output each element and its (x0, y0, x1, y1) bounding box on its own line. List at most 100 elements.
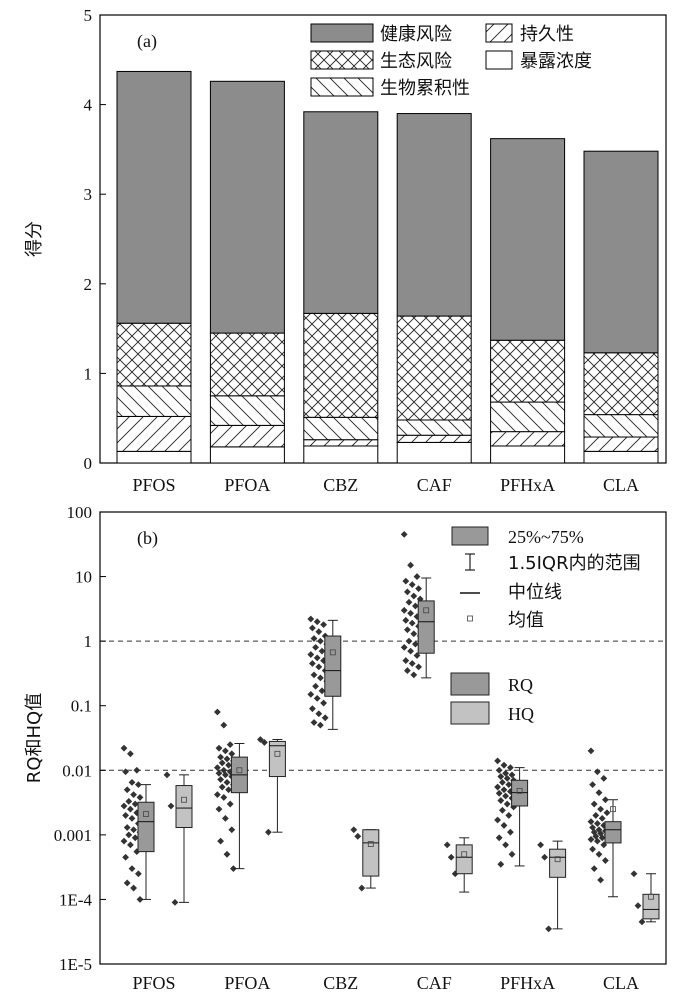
hq-pfhxa-box (549, 848, 567, 878)
bar-cla-white (583, 450, 659, 464)
panel-a-label: (a) (137, 31, 157, 52)
rq-pfos-point (120, 837, 128, 845)
rq-pfoa-point (215, 805, 223, 813)
rq-pfos-point (127, 750, 134, 758)
rq-caf-point (402, 616, 410, 624)
rq-cla-point (598, 834, 606, 842)
rq-pfhxa-point (495, 834, 503, 842)
hq-cbz-box (362, 829, 380, 877)
rq-cbz-point (310, 719, 318, 726)
rq-cbz-point (312, 644, 319, 651)
legend-label: RQ (508, 675, 533, 695)
panel-a-bars (116, 70, 659, 464)
rq-pfoa-point (230, 865, 237, 873)
rq-pfoa-point (222, 814, 229, 822)
hq-cbz-point (358, 884, 366, 892)
hq-pfhxa-point (537, 841, 544, 849)
rq-pfhxa-point (508, 771, 516, 779)
rq-caf-point (410, 592, 418, 600)
panel-b-x-tick-label: CAF (417, 973, 452, 993)
rq-pfos-point (125, 797, 133, 805)
legend-label: 中位线 (508, 582, 562, 603)
rq-caf-mean (423, 607, 430, 614)
hq-caf-point (443, 841, 451, 849)
rq-caf-point (412, 640, 419, 648)
rq-pfos-point (133, 766, 141, 774)
rq-pfos-point (135, 870, 142, 878)
rq-caf-point (400, 606, 408, 614)
rq-cla-point (587, 836, 595, 843)
legend-swatch-fdiag (485, 23, 513, 43)
panel-b-x-tick-label: PFOA (224, 973, 270, 993)
rq-cla-point (595, 850, 603, 858)
bar-pfhxa-cross (490, 339, 566, 403)
legend-rq-swatch (450, 672, 490, 696)
rq-cla-point (597, 876, 604, 884)
bar-pfos-bdiag (116, 385, 192, 417)
hq-pfhxa-point (541, 853, 548, 861)
rq-pfoa-point (228, 750, 236, 758)
rq-caf-point (407, 647, 414, 655)
bar-caf-bdiag (396, 419, 472, 436)
rq-cla-point (602, 796, 609, 804)
rq-pfoa-mean (236, 767, 243, 774)
rq-pfoa-point (214, 764, 221, 772)
panel-a-y-tick-label: 5 (84, 6, 93, 25)
rq-pfhxa-point (497, 773, 505, 780)
rq-cla-point (594, 820, 601, 827)
rq-pfhxa-point (499, 806, 506, 814)
rq-cla-point (603, 809, 611, 817)
hq-pfoa-mean (274, 750, 281, 757)
hq-cbz-point (350, 826, 358, 834)
rq-pfoa-point (214, 708, 221, 716)
hq-caf-mean (461, 851, 468, 858)
rq-pfhxa-point (497, 860, 505, 868)
rq-pfhxa-point (494, 816, 501, 824)
bar-pfoa-fdiag (209, 424, 285, 448)
panel-b-x-tick-label: PFHxA (500, 973, 555, 993)
panel-b-y-tick-label: 0.01 (62, 761, 92, 780)
rq-caf-point (415, 663, 422, 671)
rq-pfoa-point (226, 741, 234, 748)
bar-pfoa-cross (209, 332, 285, 397)
bar-caf-cross (396, 315, 472, 421)
rq-caf-point (413, 573, 421, 580)
rq-pfoa-point (217, 753, 224, 761)
legend-swatch-white (485, 50, 513, 70)
rq-cbz-point (315, 710, 323, 718)
rq-caf-point (402, 577, 410, 585)
legend-swatch-cross (310, 50, 374, 70)
rq-cbz-point (315, 628, 323, 636)
rq-cla-point (597, 805, 604, 813)
legend-label: 均值 (508, 610, 544, 631)
rq-cbz-point (317, 721, 324, 729)
bar-cla-gray (583, 150, 659, 354)
rq-pfos-point (130, 884, 137, 892)
rq-pfoa-point (228, 826, 236, 834)
panel-b-box-plot: (b) RQ和HQ值 1E-5 1E-4 0.001 0.01 0.1 1 10 100 PF… (24, 503, 667, 993)
rq-cbz-point (309, 624, 316, 632)
rq-cla-point (594, 768, 601, 776)
rq-pfhxa-point (499, 778, 506, 786)
rq-pfos-point (128, 865, 136, 873)
legend-label: HQ (508, 704, 534, 724)
hq-cla-box (642, 893, 660, 920)
legend-label: 健康风险 (380, 24, 452, 45)
rq-cbz-point (317, 674, 324, 682)
rq-pfos-point (131, 834, 139, 842)
rq-pfos-mean (143, 811, 149, 817)
rq-cbz-point (307, 651, 315, 658)
rq-pfhxa-point (494, 757, 501, 765)
rq-cla-point (587, 818, 595, 826)
bar-pfhxa-bdiag (490, 401, 566, 433)
bar-pfoa-gray (209, 80, 285, 334)
rq-pfos-point (122, 853, 129, 861)
rq-pfoa-point (223, 755, 231, 763)
rq-cbz-point (310, 635, 318, 642)
rq-caf-point (400, 644, 408, 651)
rq-cla-point (598, 814, 606, 822)
legend-swatch-bdiag (310, 77, 374, 97)
rq-cbz-point (317, 637, 324, 645)
hq-pfoa-point (257, 736, 264, 743)
legend-label: 持久性 (520, 24, 574, 45)
